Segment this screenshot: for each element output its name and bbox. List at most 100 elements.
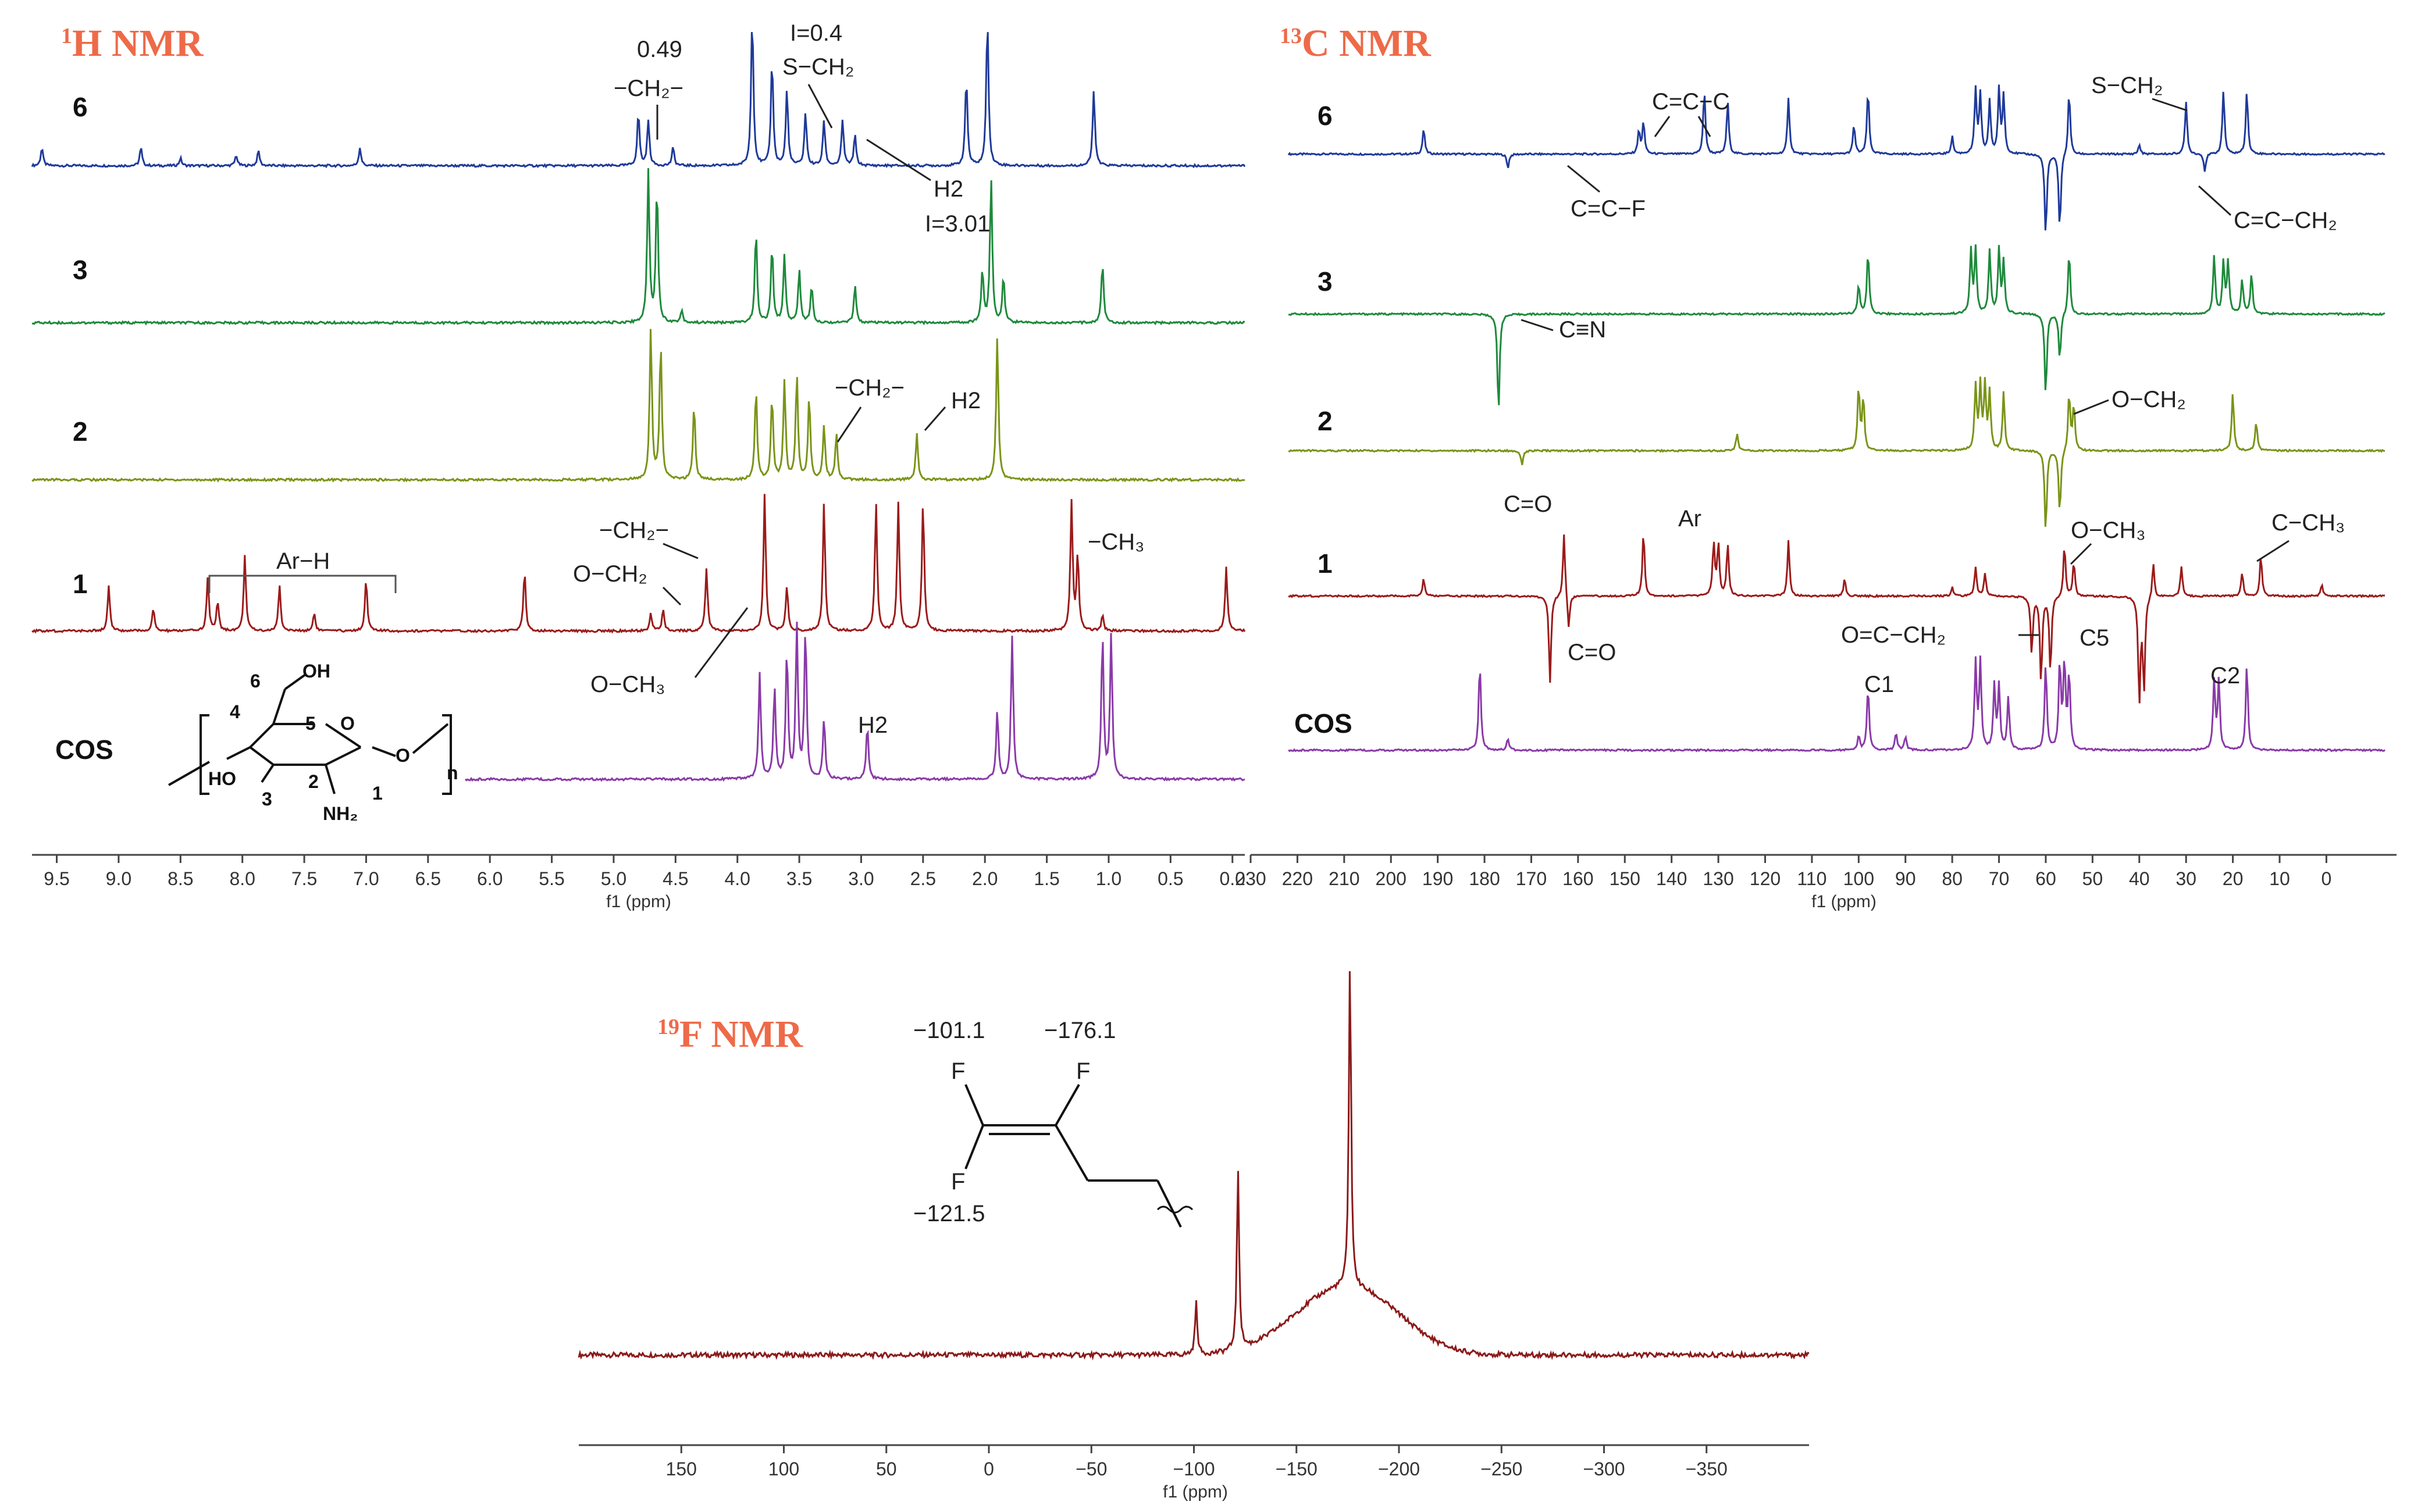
f-ann-1761: −176.1 bbox=[1044, 1018, 1116, 1043]
c-tick-label: 220 bbox=[1282, 868, 1313, 889]
f-atom-2: F bbox=[1076, 1058, 1090, 1084]
h-title-text: H NMR bbox=[72, 22, 204, 65]
h-ann-h2: H2 bbox=[934, 176, 963, 202]
f-tick-label: −150 bbox=[1276, 1458, 1318, 1479]
f-annotations: −101.1 −176.1 −121.5 F F F bbox=[913, 1018, 1116, 1226]
h-ann-h2-2: H2 bbox=[951, 388, 981, 413]
c-ann-c1: C1 bbox=[1864, 672, 1894, 697]
c-ann-ccc: C=C−C bbox=[1652, 89, 1729, 115]
h-ann-och2-1: O−CH₂ bbox=[573, 561, 647, 587]
c-tick-label: 120 bbox=[1750, 868, 1781, 889]
h-x-axis-label: f1 (ppm) bbox=[606, 892, 671, 911]
c-tick-label: 10 bbox=[2269, 868, 2290, 889]
c-arrow-ccch2 bbox=[2198, 185, 2232, 216]
f-tick-label: −50 bbox=[1076, 1458, 1107, 1479]
f-ann-1011: −101.1 bbox=[913, 1018, 985, 1043]
h-tick-label: 1.5 bbox=[1034, 868, 1059, 889]
cos-c2: 2 bbox=[308, 771, 319, 792]
h-ann-arh: Ar−H bbox=[276, 548, 330, 574]
h-tick-label: 7.0 bbox=[353, 868, 379, 889]
c-tick-label: 160 bbox=[1562, 868, 1593, 889]
c-arrow-ccc-a bbox=[1654, 116, 1671, 137]
h-tick-label: 3.5 bbox=[786, 868, 812, 889]
cos-o-link: O bbox=[396, 745, 410, 766]
h-trace-cos bbox=[464, 622, 1245, 782]
c-tick-label: 30 bbox=[2176, 868, 2196, 889]
h-title-sup: 1 bbox=[61, 24, 72, 48]
c-tick-label: 170 bbox=[1516, 868, 1547, 889]
f-title-text: F NMR bbox=[679, 1013, 803, 1055]
f-tick-label: 100 bbox=[768, 1458, 799, 1479]
cos-c3: 3 bbox=[262, 789, 272, 810]
f-tick-label: −250 bbox=[1480, 1458, 1522, 1479]
h-arh-bracket bbox=[208, 575, 397, 593]
h-nmr-title: 1H NMR bbox=[61, 22, 204, 65]
c-trace-6 bbox=[1287, 84, 2385, 231]
cos-structure-labels: 6 OH 4 5 O HO 3 2 1 NH₂ O n bbox=[208, 661, 458, 824]
h-arrow-och2-1 bbox=[662, 586, 682, 606]
c-tick-label: 0 bbox=[2321, 868, 2331, 889]
c-tick-label: 90 bbox=[1895, 868, 1916, 889]
c-row-label-2: 2 bbox=[1318, 406, 1333, 436]
c-row-label-6: 6 bbox=[1318, 101, 1333, 131]
h-tick-label: 2.5 bbox=[910, 868, 936, 889]
f-trace bbox=[578, 971, 1810, 1361]
c-tick-label: 60 bbox=[2035, 868, 2056, 889]
h-ann-i301: I=3.01 bbox=[925, 211, 990, 237]
cos-c1: 1 bbox=[372, 783, 383, 804]
c-annotations: C=C−C S−CH₂ C=C−F C=C−CH₂ C≡N O−CH₂ C=O … bbox=[1504, 73, 2345, 697]
c-arrow-sch2 bbox=[2152, 98, 2188, 112]
f-nmr-title: 19F NMR bbox=[657, 1013, 803, 1055]
h-trace-6 bbox=[31, 31, 1246, 169]
h-annotations: 0.49 −CH₂− I=0.4 S−CH₂ H2 I=3.01 −CH₂− H… bbox=[208, 20, 1144, 738]
h-x-ticks: 9.5 9.0 8.5 8.0 7.5 7.0 6.5 6.0 5.5 5.0 4.5 4.0 3.5 3… bbox=[44, 855, 1245, 889]
f-tick-label: 50 bbox=[876, 1458, 897, 1479]
c-tick-label: 200 bbox=[1376, 868, 1407, 889]
wavy-bond-icon bbox=[1156, 1206, 1194, 1214]
h-row-label-6: 6 bbox=[73, 92, 88, 122]
f-tick-label: 0 bbox=[984, 1458, 994, 1479]
c-ann-c2: C2 bbox=[2210, 663, 2240, 689]
h-trace-1 bbox=[31, 494, 1246, 634]
h-arrow-sch2 bbox=[807, 84, 833, 129]
c-tick-label: 210 bbox=[1329, 868, 1359, 889]
c-row-label-cos: COS bbox=[1294, 708, 1352, 739]
h-row-label-3: 3 bbox=[73, 255, 88, 285]
c-arrow-cch3 bbox=[2256, 540, 2290, 562]
h-tick-label: 5.0 bbox=[601, 868, 626, 889]
h-tick-label: 4.5 bbox=[663, 868, 688, 889]
cos-c6: 6 bbox=[250, 671, 261, 691]
f-tick-label: 150 bbox=[666, 1458, 697, 1479]
h-ann-ch3-1: −CH₃ bbox=[1088, 529, 1144, 555]
h-tick-label: 0.5 bbox=[1158, 868, 1183, 889]
h-tick-label: 9.0 bbox=[106, 868, 131, 889]
c-arrow-ccf bbox=[1567, 165, 1600, 193]
c-ann-co-1: C=O bbox=[1568, 640, 1616, 665]
cos-n: n bbox=[447, 762, 458, 783]
c-trace-1 bbox=[1288, 534, 2385, 704]
h-trace-2 bbox=[31, 329, 1245, 483]
c-ann-co-2: C=O bbox=[1504, 491, 1552, 517]
c-title-sup: 13 bbox=[1280, 24, 1302, 48]
c-arrow-cn bbox=[1521, 319, 1554, 331]
c-x-ticks: 230 220 210 200 190 180 170 160 150 140 130 120 110 1… bbox=[1235, 855, 2331, 889]
c-ann-ccf: C=C−F bbox=[1571, 196, 1646, 222]
h-ann-och3-1: O−CH₃ bbox=[590, 672, 665, 697]
h-ann-i04: I=0.4 bbox=[790, 20, 842, 46]
h-ann-ch2-2: −CH₂− bbox=[835, 375, 905, 401]
h-ann-sch2: S−CH₂ bbox=[782, 54, 854, 80]
c-ann-sch2: S−CH₂ bbox=[2091, 73, 2163, 98]
h-tick-label: 4.0 bbox=[724, 868, 750, 889]
c-tick-label: 100 bbox=[1843, 868, 1874, 889]
f-ann-1215: −121.5 bbox=[913, 1201, 985, 1226]
h-arrow-ch2-1 bbox=[663, 543, 699, 559]
h-arrow-h2 bbox=[866, 138, 931, 181]
h-row-label-cos: COS bbox=[55, 734, 113, 765]
c-row-label-3: 3 bbox=[1318, 266, 1333, 297]
c-tick-label: 190 bbox=[1422, 868, 1453, 889]
h-trace-3 bbox=[31, 168, 1245, 326]
c-tick-label: 110 bbox=[1797, 868, 1826, 889]
c-title-text: C NMR bbox=[1302, 22, 1432, 65]
h-tick-label: 8.0 bbox=[229, 868, 255, 889]
h-spectra bbox=[31, 31, 1246, 782]
